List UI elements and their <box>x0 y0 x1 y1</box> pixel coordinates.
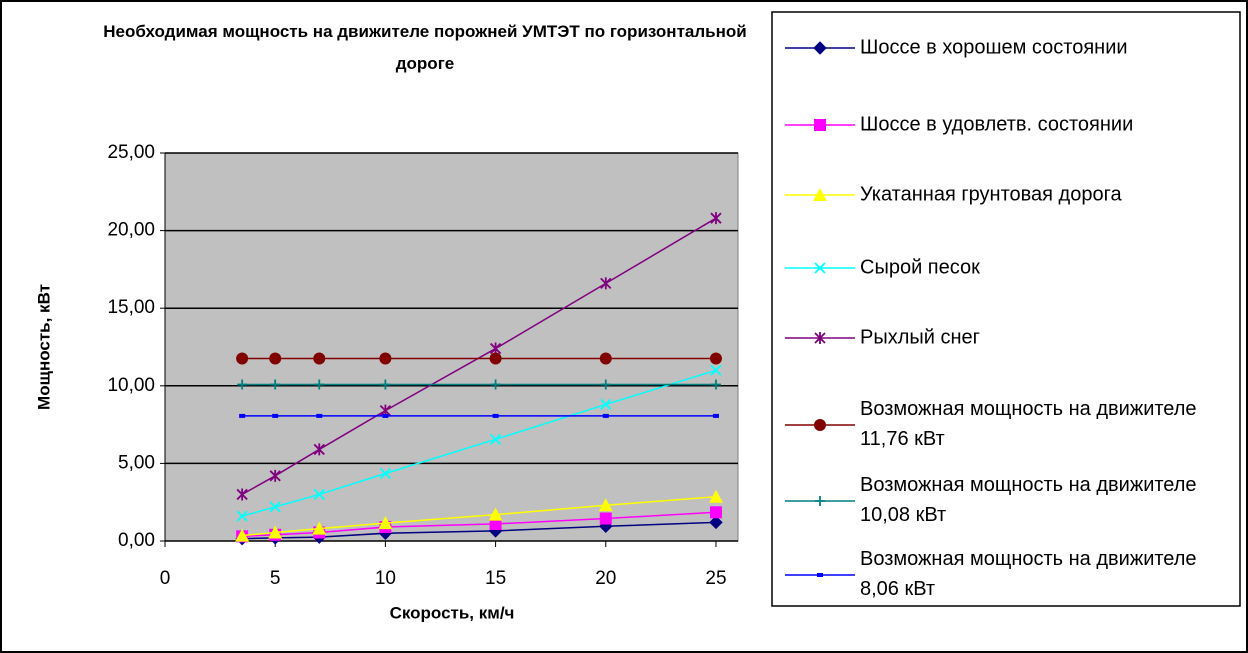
y-tick-label: 5,00 <box>118 452 155 473</box>
x-tick-label: 15 <box>485 568 506 589</box>
marker <box>378 516 393 530</box>
marker <box>270 379 281 390</box>
marker <box>236 352 249 365</box>
marker <box>815 496 825 506</box>
marker <box>712 413 719 418</box>
marker <box>709 506 722 519</box>
marker <box>599 512 612 525</box>
marker <box>600 379 611 390</box>
marker <box>708 489 723 503</box>
legend-label: Укатанная грунтовая дорога <box>860 183 1122 205</box>
x-tick-label: 20 <box>595 568 616 589</box>
x-tick-label: 25 <box>705 568 726 589</box>
marker <box>269 469 281 482</box>
marker <box>600 398 612 411</box>
marker <box>269 352 282 365</box>
marker <box>316 413 323 418</box>
x-tick-label: 0 <box>160 568 171 589</box>
y-tick-label: 25,00 <box>107 142 155 163</box>
y-axis-label: Мощность, кВт <box>34 284 53 410</box>
marker <box>817 573 823 577</box>
marker <box>239 413 246 418</box>
y-tick-label: 10,00 <box>107 375 155 396</box>
marker <box>380 379 391 390</box>
x-axis-label: Скорость, км/ч <box>390 603 515 622</box>
legend-label: Возможная мощность на движителе 10,08 кВт <box>860 474 1197 526</box>
marker <box>313 352 326 365</box>
marker <box>237 379 248 390</box>
plot-area <box>164 152 739 542</box>
legend-label: Возможная мощность на движителе 11,76 кВт <box>860 398 1197 450</box>
marker <box>489 352 502 365</box>
marker <box>235 528 250 542</box>
y-tick-label: 20,00 <box>107 220 155 241</box>
marker <box>492 413 499 418</box>
marker <box>598 498 613 512</box>
legend-label: Шоссе в хорошем состоянии <box>860 36 1128 58</box>
marker <box>489 433 502 445</box>
marker <box>709 352 722 365</box>
marker <box>314 379 325 390</box>
marker <box>236 510 248 522</box>
marker <box>600 277 612 290</box>
marker <box>710 212 722 225</box>
marker <box>313 488 325 501</box>
marker <box>710 379 721 390</box>
y-tick-label: 0,00 <box>118 530 155 551</box>
marker <box>379 352 392 365</box>
marker <box>490 379 501 390</box>
x-tick-label: 5 <box>270 568 281 589</box>
marker <box>599 352 612 365</box>
marker <box>236 488 248 501</box>
marker <box>813 41 827 55</box>
y-tick-label: 15,00 <box>107 297 155 318</box>
marker <box>269 501 281 513</box>
x-tick-label: 10 <box>375 568 396 589</box>
marker <box>814 419 826 431</box>
legend-label: Рыхлый снег <box>860 326 980 348</box>
legend-label: Шоссе в удовлетв. состоянии <box>860 113 1133 135</box>
marker <box>814 262 826 274</box>
legend-label: Возможная мощность на движителе 8,06 кВт <box>860 548 1197 600</box>
marker <box>489 517 502 530</box>
marker <box>709 515 723 530</box>
marker <box>382 413 389 418</box>
legend-label: Сырой песок <box>860 256 980 278</box>
marker <box>814 119 826 131</box>
marker <box>272 413 279 418</box>
marker <box>710 364 722 376</box>
marker <box>268 525 283 539</box>
marker <box>379 467 392 480</box>
marker <box>313 443 325 456</box>
chart-title: Необходимая мощность на движителе порожн… <box>103 22 746 73</box>
marker <box>488 507 503 521</box>
marker <box>813 188 827 201</box>
marker <box>312 521 327 535</box>
legend-box <box>771 11 1241 607</box>
marker <box>602 413 609 418</box>
marker <box>814 332 826 344</box>
